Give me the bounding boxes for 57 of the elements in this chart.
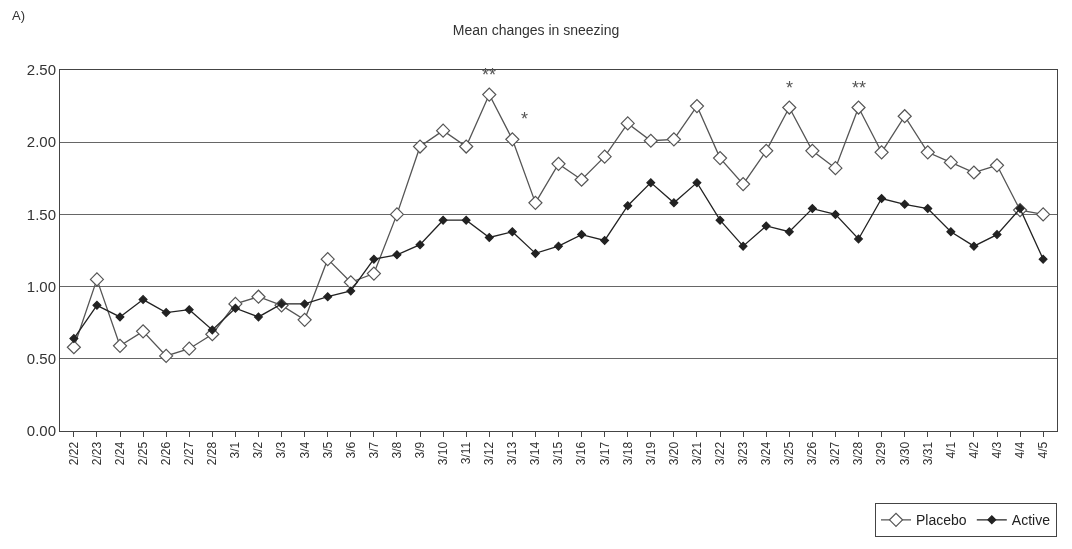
x-tick-label: 2/22 <box>66 441 81 466</box>
x-tick-label: 3/14 <box>528 441 543 466</box>
x-tick-label: 3/1 <box>228 441 243 459</box>
x-tick-label: 3/25 <box>782 441 797 466</box>
x-tick-label: 2/28 <box>205 441 220 466</box>
x-tick-label: 4/4 <box>1012 441 1027 459</box>
x-tick-label: 3/28 <box>851 441 866 466</box>
chart-title: Mean changes in sneezing <box>452 21 620 38</box>
y-tick-label: 0.00 <box>26 422 56 440</box>
x-tick-label: 3/2 <box>251 441 266 459</box>
x-tick-label: 3/22 <box>712 441 727 466</box>
x-tick-label: 2/26 <box>159 441 174 466</box>
x-tick-label: 4/1 <box>943 441 958 459</box>
x-tick-label: 3/29 <box>874 441 889 466</box>
annotation: * <box>521 109 529 129</box>
x-tick-label: 2/24 <box>112 441 127 466</box>
x-tick-label: 2/25 <box>135 441 150 466</box>
x-tick-label: 2/23 <box>89 441 104 466</box>
x-tick-label: 4/5 <box>1036 441 1051 459</box>
y-tick-label: 2.00 <box>26 133 56 151</box>
x-tick-label: 3/7 <box>366 441 381 459</box>
x-tick-label: 3/17 <box>597 441 612 466</box>
x-tick-label: 3/23 <box>736 441 751 466</box>
x-tick-label: 3/27 <box>828 441 843 466</box>
annotation: ** <box>852 78 867 98</box>
x-tick-label: 3/4 <box>297 441 312 459</box>
x-tick-label: 3/18 <box>620 441 635 466</box>
x-tick-label: 2/27 <box>182 441 197 466</box>
x-tick-label: 3/11 <box>459 441 474 465</box>
x-tick-label: 4/3 <box>989 441 1004 459</box>
x-tick-label: 3/8 <box>389 441 404 459</box>
x-tick-label: 3/6 <box>343 441 358 459</box>
x-tick-label: 3/5 <box>320 441 335 459</box>
y-tick-label: 1.50 <box>26 205 56 223</box>
x-tick-label: 3/16 <box>574 441 589 466</box>
legend-label: Placebo <box>916 512 967 529</box>
x-tick-label: 3/30 <box>897 441 912 466</box>
x-tick-label: 4/2 <box>966 441 981 459</box>
x-tick-label: 3/31 <box>920 441 935 466</box>
x-tick-label: 3/26 <box>805 441 820 466</box>
x-tick-label: 3/12 <box>482 441 497 466</box>
x-tick-label: 3/20 <box>666 441 681 466</box>
y-tick-label: 1.00 <box>26 277 56 295</box>
y-tick-label: 0.50 <box>26 350 56 368</box>
x-tick-label: 3/9 <box>412 441 427 459</box>
annotation: ** <box>482 65 497 85</box>
annotation: * <box>786 78 794 98</box>
text: A) <box>12 8 25 23</box>
legend-label: Active <box>1011 512 1051 529</box>
x-tick-label: 3/3 <box>274 441 289 459</box>
x-tick-label: 3/10 <box>436 441 451 466</box>
y-tick-label: 2.50 <box>26 61 56 79</box>
x-tick-label: 3/15 <box>551 441 566 466</box>
x-tick-label: 3/24 <box>759 441 774 466</box>
x-tick-label: 3/19 <box>643 441 658 466</box>
x-tick-label: 3/21 <box>689 441 704 466</box>
x-tick-label: 3/13 <box>505 441 520 466</box>
